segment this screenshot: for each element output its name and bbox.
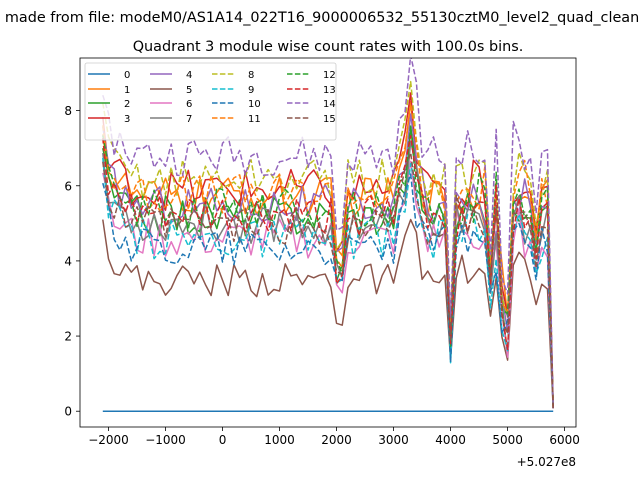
series-line-4	[102, 113, 554, 409]
chart-title: Quadrant 3 module wise count rates with …	[133, 39, 524, 55]
series-line-15	[102, 151, 554, 409]
legend-label-10: 10	[248, 99, 261, 110]
series-layer	[102, 58, 554, 412]
legend-label-9: 9	[248, 85, 254, 96]
y-tick-label: 0	[64, 405, 72, 419]
legend-label-15: 15	[323, 114, 336, 125]
series-line-3	[102, 92, 554, 409]
x-axis: −2000 −1000 0 1000 2000 3000 4000 5000 6000	[88, 427, 580, 447]
legend-label-6: 6	[186, 99, 192, 110]
x-tick-label: 4000	[435, 433, 466, 447]
legend-label-1: 1	[124, 85, 130, 96]
legend-label-11: 11	[248, 114, 261, 125]
y-tick-label: 8	[64, 104, 72, 118]
x-tick-label: 3000	[378, 433, 409, 447]
series-line-10	[102, 173, 554, 409]
legend-label-2: 2	[124, 99, 130, 110]
y-tick-label: 6	[64, 179, 72, 193]
legend-label-5: 5	[186, 85, 192, 96]
legend-label-13: 13	[323, 85, 336, 96]
plot-frame	[79, 57, 577, 428]
legend-label-12: 12	[323, 70, 336, 81]
x-tick-label: 1000	[264, 433, 295, 447]
x-tick-label: −1000	[145, 433, 186, 447]
legend-label-0: 0	[124, 70, 130, 81]
x-tick-label: 2000	[321, 433, 352, 447]
legend-label-8: 8	[248, 70, 254, 81]
figure-suptitle: Plot made from file: modeM0/AS1A14_022T1…	[0, 10, 640, 26]
y-tick-label: 2	[64, 330, 72, 344]
x-tick-label: 0	[219, 433, 227, 447]
series-line-7	[102, 141, 554, 409]
x-tick-label: 6000	[549, 433, 580, 447]
y-tick-label: 4	[64, 254, 72, 268]
legend-label-7: 7	[186, 114, 192, 125]
series-line-14	[102, 58, 554, 409]
x-axis-offset-label: +5.027e8	[517, 455, 576, 469]
plot-area: −2000 −1000 0 1000 2000 3000 4000 5000 6000 0 2 4 6…	[64, 57, 580, 469]
legend-label-14: 14	[323, 99, 336, 110]
x-tick-label: −2000	[88, 433, 129, 447]
legend-label-3: 3	[124, 114, 130, 125]
y-axis: 0 2 4 6 8	[64, 104, 80, 419]
series-line-5	[102, 218, 554, 409]
x-tick-label: 5000	[492, 433, 523, 447]
series-line-11	[102, 103, 554, 409]
legend-frame	[84, 62, 337, 141]
legend-label-4: 4	[186, 70, 192, 81]
